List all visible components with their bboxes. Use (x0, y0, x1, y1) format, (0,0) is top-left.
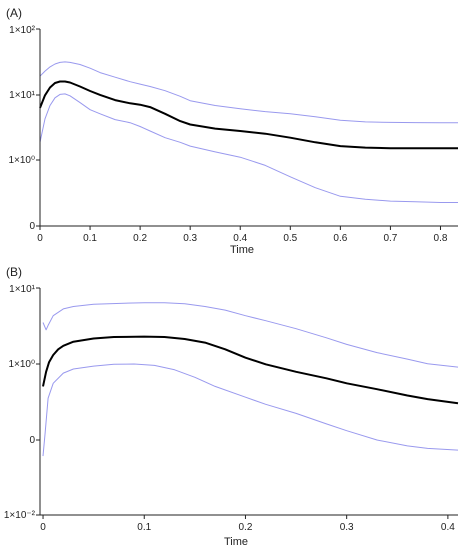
x-tick-label: 0.3 (340, 522, 354, 533)
y-tick-label: 0 (29, 221, 35, 232)
panel-b-label: (B) (6, 265, 22, 279)
x-tick-label: 0.5 (283, 233, 297, 244)
panel-a-label: (A) (6, 6, 22, 20)
panel-a-y-ticks: 0 1×10⁰ 1×10¹ 1×10² (8, 25, 40, 232)
series-line-upper (39, 61, 458, 124)
y-tick-label: 1×10² (9, 25, 36, 36)
panel-a-curves (39, 61, 458, 203)
x-tick-label: 0.7 (383, 233, 397, 244)
series-line-median (42, 335, 459, 405)
x-tick-label: 0.2 (239, 522, 253, 533)
x-tick-label: 0.1 (137, 522, 151, 533)
chart-panel-a: 0 1×10⁰ 1×10¹ 1×10² 0 0.1 0.2 0.3 0.4 0.5 0.6 0… (8, 25, 458, 256)
series-line-median (39, 80, 458, 150)
x-tick-label: 0.4 (233, 233, 247, 244)
x-tick-label: 0.1 (83, 233, 97, 244)
y-tick-label: 1×10⁻² (4, 510, 36, 521)
y-tick-label: 0 (29, 435, 35, 446)
x-tick-label: 0.8 (434, 233, 448, 244)
x-tick-label: 0.6 (333, 233, 347, 244)
panel-b-x-ticks: 0 0.1 0.2 0.3 0.4 (40, 515, 455, 533)
series-line-upper (42, 302, 459, 368)
x-tick-label: 0.3 (183, 233, 197, 244)
y-tick-label: 1×10¹ (9, 90, 36, 101)
series-line-lower (39, 93, 458, 203)
x-tick-label: 0 (40, 522, 46, 533)
y-tick-label: 1×10⁰ (8, 359, 35, 370)
panel-b-curves (42, 302, 459, 457)
chart-panel-b: 1×10⁻² 0 1×10⁰ 1×10¹ 0 0.1 0.2 0.3 0.4 Time (4, 284, 459, 548)
panel-a-x-axis-title: Time (230, 244, 254, 256)
series-line-lower (42, 363, 459, 457)
y-tick-label: 1×10⁰ (8, 155, 35, 166)
panel-a-x-ticks: 0 0.1 0.2 0.3 0.4 0.5 0.6 0.7 0.8 (37, 226, 448, 244)
y-tick-label: 1×10¹ (9, 284, 36, 295)
x-tick-label: 0.2 (133, 233, 147, 244)
panel-b-y-ticks: 1×10⁻² 0 1×10⁰ 1×10¹ (4, 284, 40, 521)
x-tick-label: 0 (37, 233, 43, 244)
panel-b-x-axis-title: Time (224, 536, 248, 548)
x-tick-label: 0.4 (441, 522, 455, 533)
